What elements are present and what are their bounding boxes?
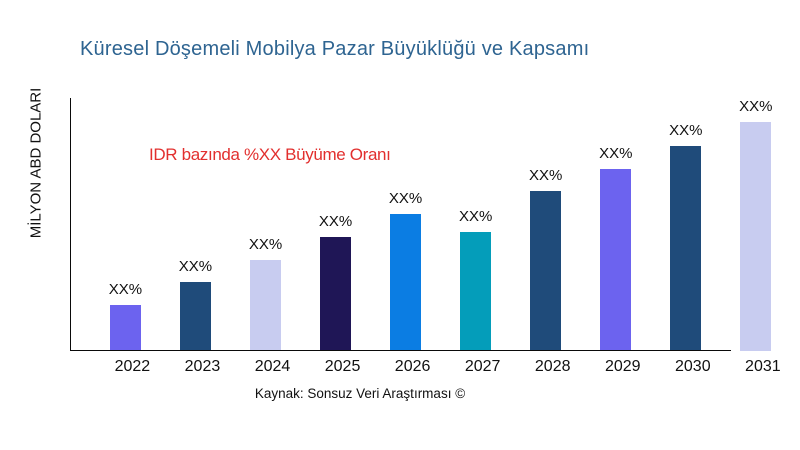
source-note: Kaynak: Sonsuz Veri Araştırması ©: [254, 386, 466, 401]
bar-value-label-2022: XX%: [108, 281, 143, 298]
x-tick-label-2022: 2022: [114, 358, 151, 375]
bar-value-label-2025: XX%: [318, 213, 353, 230]
bar-2022: XX%: [109, 281, 142, 351]
x-tick-label-2024: 2024: [254, 358, 291, 375]
bar-2029: XX%: [599, 145, 632, 351]
bar-2024: XX%: [249, 236, 282, 351]
bar-2030: XX%: [669, 122, 702, 351]
x-tick-label-2031: 2031: [745, 358, 781, 375]
bar-2025: XX%: [319, 213, 352, 351]
x-axis-line: [69, 349, 731, 351]
growth-rate-annotation: IDR bazında %XX Büyüme Oranı: [149, 145, 391, 164]
chart-title: Küresel Döşemeli Mobilya Pazar Büyüklüğü…: [80, 38, 590, 60]
bar-value-label-2029: XX%: [599, 145, 633, 162]
x-tick-label-2029: 2029: [604, 358, 641, 375]
bar-value-label-2024: XX%: [248, 236, 283, 253]
x-tick-label-2026: 2026: [394, 358, 431, 375]
bar-2031: XX%: [739, 98, 773, 351]
bar-value-label-2026: XX%: [388, 190, 423, 207]
y-axis-label: MİLYON ABD DOLARI: [27, 87, 45, 239]
x-tick-label-2030: 2030: [675, 358, 711, 375]
bar-2023: XX%: [179, 258, 212, 351]
bar-value-label-2027: XX%: [458, 208, 493, 225]
bar-value-label-2023: XX%: [178, 258, 213, 275]
bar-value-label-2031: XX%: [739, 98, 773, 115]
x-tick-label-2028: 2028: [534, 358, 571, 375]
bar-2026: XX%: [389, 190, 422, 351]
x-tick-label-2025: 2025: [324, 358, 361, 375]
x-tick-label-2023: 2023: [184, 358, 221, 375]
y-axis-line: [69, 98, 71, 351]
bar-2027: XX%: [459, 208, 492, 351]
bar-value-label-2030: XX%: [669, 122, 703, 139]
bar-value-label-2028: XX%: [529, 167, 563, 184]
x-tick-label-2027: 2027: [464, 358, 501, 375]
bar-2028: XX%: [529, 167, 562, 351]
